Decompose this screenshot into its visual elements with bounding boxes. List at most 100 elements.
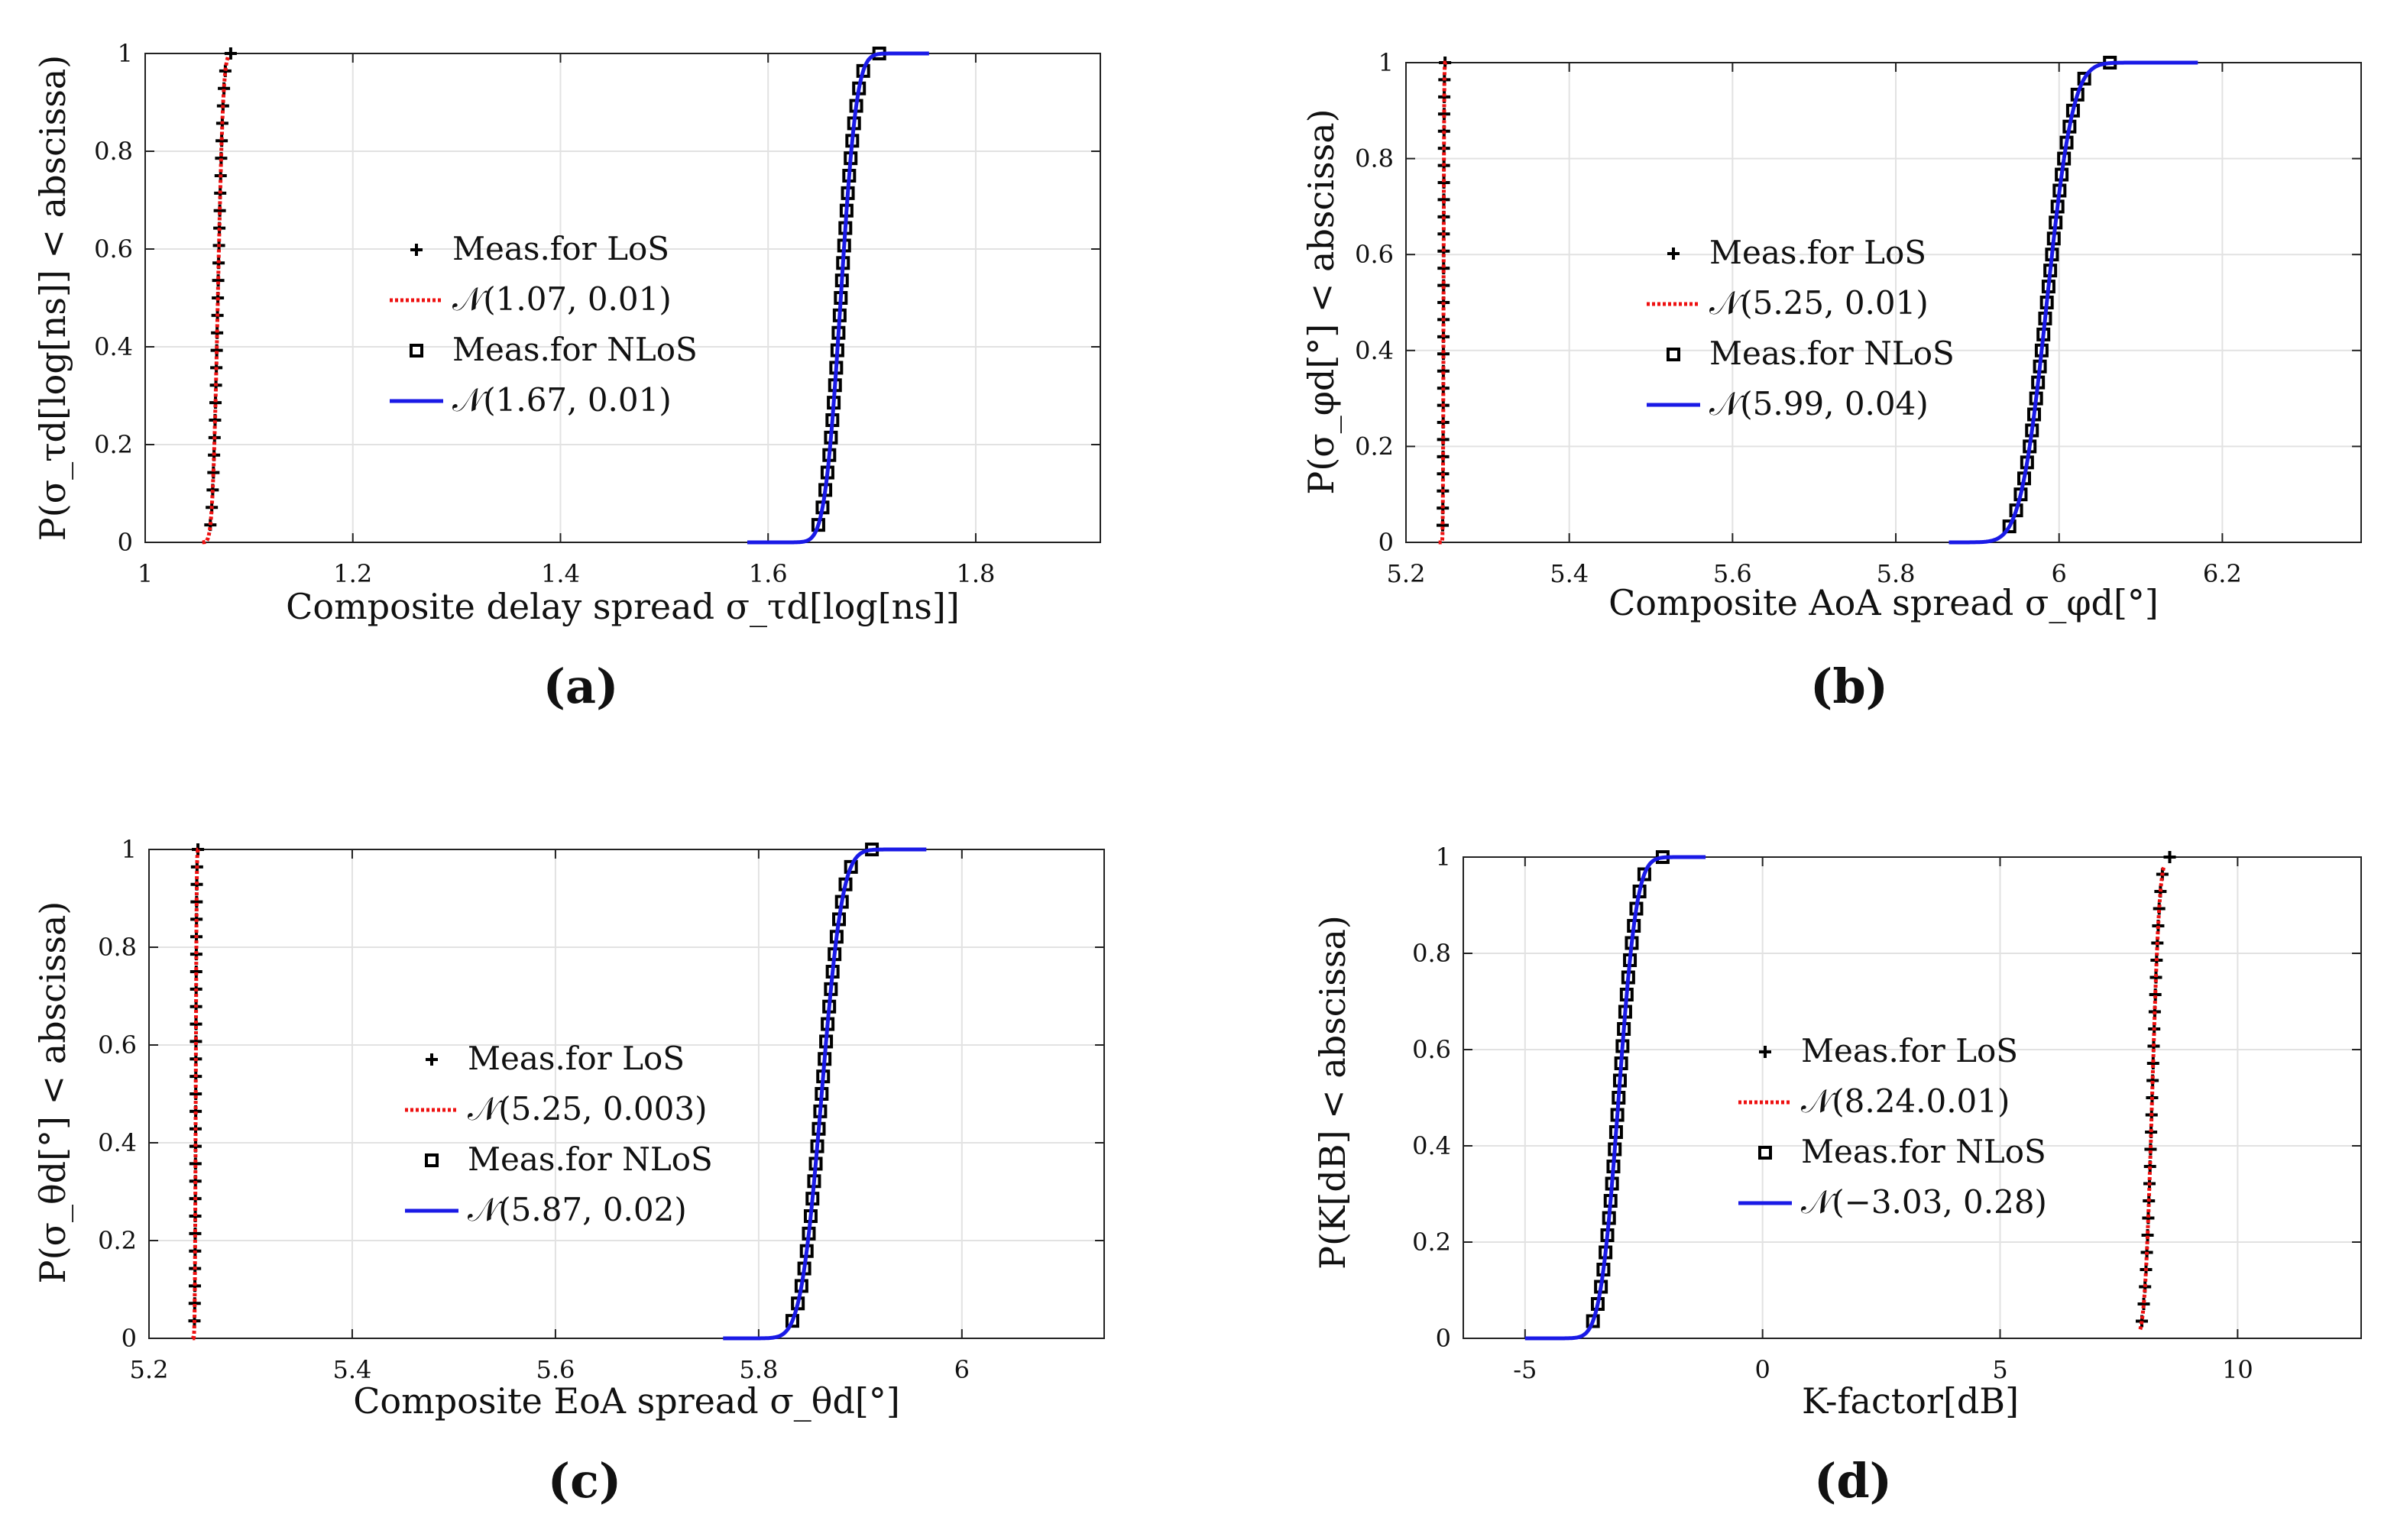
y-tick-label: 0.2 [1355,432,1394,461]
legend-entry: 𝒩(8.24.0.01) [1801,1082,2010,1120]
x-tick-label: 5.2 [130,1355,169,1384]
legend-marker-swatch [1759,1046,1771,1058]
nlos-fit-line [1524,855,1706,1341]
legend-entry: Meas.for LoS [1709,234,1926,271]
legend: Meas.for LoS 𝒩(5.25, 0.003) Meas.for NLoS 𝒩… [405,1040,713,1228]
x-tick-label: 1.8 [957,559,996,588]
y-tick-label: 0.8 [98,933,137,962]
x-tick-label: 6.2 [2203,559,2242,588]
y-tick-label: 0.4 [1412,1131,1451,1160]
x-tick-label: 6 [954,1355,970,1384]
x-tick-label: 5.2 [1387,559,1426,588]
panel-a: 1 1.2 1.4 1.6 1.8 0 0.2 0.4 0.6 0.8 1 Meas.for LoS 𝒩… [32,39,1101,714]
y-tick-label: 0.4 [98,1128,137,1157]
legend-marker-swatch [1758,1146,1772,1160]
nlos-fit-line [747,51,929,545]
legend: Meas.for LoS 𝒩(1.07, 0.01) Meas.for NLoS 𝒩(… [390,230,698,419]
x-tick-label: 5.6 [1713,559,1752,588]
legend-marker-swatch [1667,348,1680,361]
nlos-fit-line [723,847,927,1341]
x-tick-label: 10 [2222,1355,2253,1384]
x-tick-label: 5.4 [1550,559,1589,588]
x-tick-label: 5.8 [1877,559,1916,588]
panel-d: -5 0 5 10 0 0.2 0.4 0.6 0.8 1 Meas.for LoS 𝒩(8.24.0… [1312,843,2362,1509]
los-fit-line [2138,865,2166,1331]
x-tick-label: 1 [138,559,153,588]
y-tick-label: 0.6 [94,235,133,264]
legend-entry: Meas.for NLoS [1709,335,1955,372]
x-tick-label: 1.6 [749,559,788,588]
x-tick-label: 5.4 [333,1355,372,1384]
y-tick-label: 0 [1436,1324,1451,1353]
x-tick-label: 1.2 [333,559,372,588]
plot-area [1405,62,2362,543]
legend-marker-swatch [410,344,423,358]
legend-entry: Meas.for LoS [1801,1032,2018,1069]
y-axis-title: P(σ_θd[°] < abscissa) [32,901,73,1284]
plot-area [148,849,1105,1339]
legend-marker-swatch [1667,247,1680,260]
x-axis-title: Composite EoA spread σ_θd[°] [353,1380,900,1422]
legend-marker-swatch [426,1053,438,1066]
legend-entry: 𝒩(1.67, 0.01) [452,381,672,419]
legend-marker-swatch [425,1153,439,1167]
y-tick-label: 0 [1378,528,1394,557]
y-tick-label: 0.2 [98,1226,137,1255]
y-tick-label: 0 [121,1324,137,1353]
legend-entry: 𝒩(5.25, 0.01) [1709,284,1929,322]
los-fit-line [202,55,230,545]
legend: Meas.for LoS 𝒩(5.25, 0.01) Meas.for NLoS 𝒩(… [1647,234,1955,422]
legend-entry: Meas.for LoS [452,230,669,267]
x-tick-label: 5 [1992,1355,2007,1384]
y-tick-label: 0.2 [94,430,133,459]
panel-label: (b) [1810,658,1888,714]
legend-marker-swatch [410,244,423,256]
y-tick-label: 0.8 [1412,939,1451,968]
x-axis-title: K-factor[dB] [1802,1380,2019,1422]
y-axis-title: P(K[dB] < abscissa) [1312,915,1353,1270]
x-tick-label: 6 [2052,559,2067,588]
y-tick-label: 0.8 [1355,144,1394,173]
legend-entry: 𝒩(5.25, 0.003) [468,1090,707,1128]
panel-label: (d) [1814,1453,1892,1509]
legend: Meas.for LoS 𝒩(8.24.0.01) Meas.for NLoS 𝒩(−… [1738,1032,2047,1221]
x-axis-title: Composite delay spread σ_τd[log[ns]] [286,586,960,627]
x-tick-label: 5.6 [536,1355,575,1384]
y-tick-label: 1 [118,39,133,68]
legend-entry: Meas.for NLoS [452,331,698,368]
los-fit-line [1438,60,1447,545]
nlos-fit-line [1949,60,2198,545]
los-fit-line [191,847,201,1341]
legend-entry: 𝒩(5.99, 0.04) [1709,385,1929,422]
legend-entry: Meas.for NLoS [1801,1133,2046,1170]
y-tick-label: 0.2 [1412,1228,1451,1257]
panel-b: 5.2 5.4 5.6 5.8 6 6.2 0 0.2 0.4 0.6 0.8 1 Meas.for L… [1301,48,2362,714]
x-tick-label: -5 [1513,1355,1537,1384]
y-axis-title: P(σ_φd[°] < abscissa) [1301,108,1342,494]
plot-area [144,53,1101,543]
los-measurement-marker [2163,851,2176,863]
panel-label: (a) [543,658,619,714]
x-tick-label: 0 [1754,1355,1770,1384]
y-tick-label: 0.4 [94,332,133,361]
legend-entry: Meas.for NLoS [468,1140,713,1178]
y-axis-title: P(σ_τd[log[ns]] < abscissa) [32,55,73,541]
x-axis-title: Composite AoA spread σ_φd[°] [1608,582,2159,623]
legend-entry: 𝒩(5.87, 0.02) [468,1191,687,1228]
panel-c: 5.2 5.4 5.6 5.8 6 0 0.2 0.4 0.6 0.8 1 Meas.for LoS 𝒩… [32,835,1105,1509]
legend-entry: Meas.for LoS [468,1040,685,1077]
y-tick-label: 0.6 [1412,1035,1451,1064]
y-tick-label: 0.6 [98,1030,137,1060]
y-tick-label: 0.4 [1355,336,1394,365]
panel-label: (c) [548,1453,621,1509]
y-tick-label: 1 [1378,48,1394,77]
y-tick-label: 0 [118,528,133,557]
x-tick-label: 1.4 [541,559,580,588]
legend-entry: 𝒩(−3.03, 0.28) [1801,1183,2047,1221]
y-tick-label: 1 [1436,843,1451,872]
y-tick-label: 0.6 [1355,240,1394,269]
y-tick-label: 0.8 [94,137,133,166]
legend-entry: 𝒩(1.07, 0.01) [452,280,672,318]
los-measurement-marker [224,47,237,60]
